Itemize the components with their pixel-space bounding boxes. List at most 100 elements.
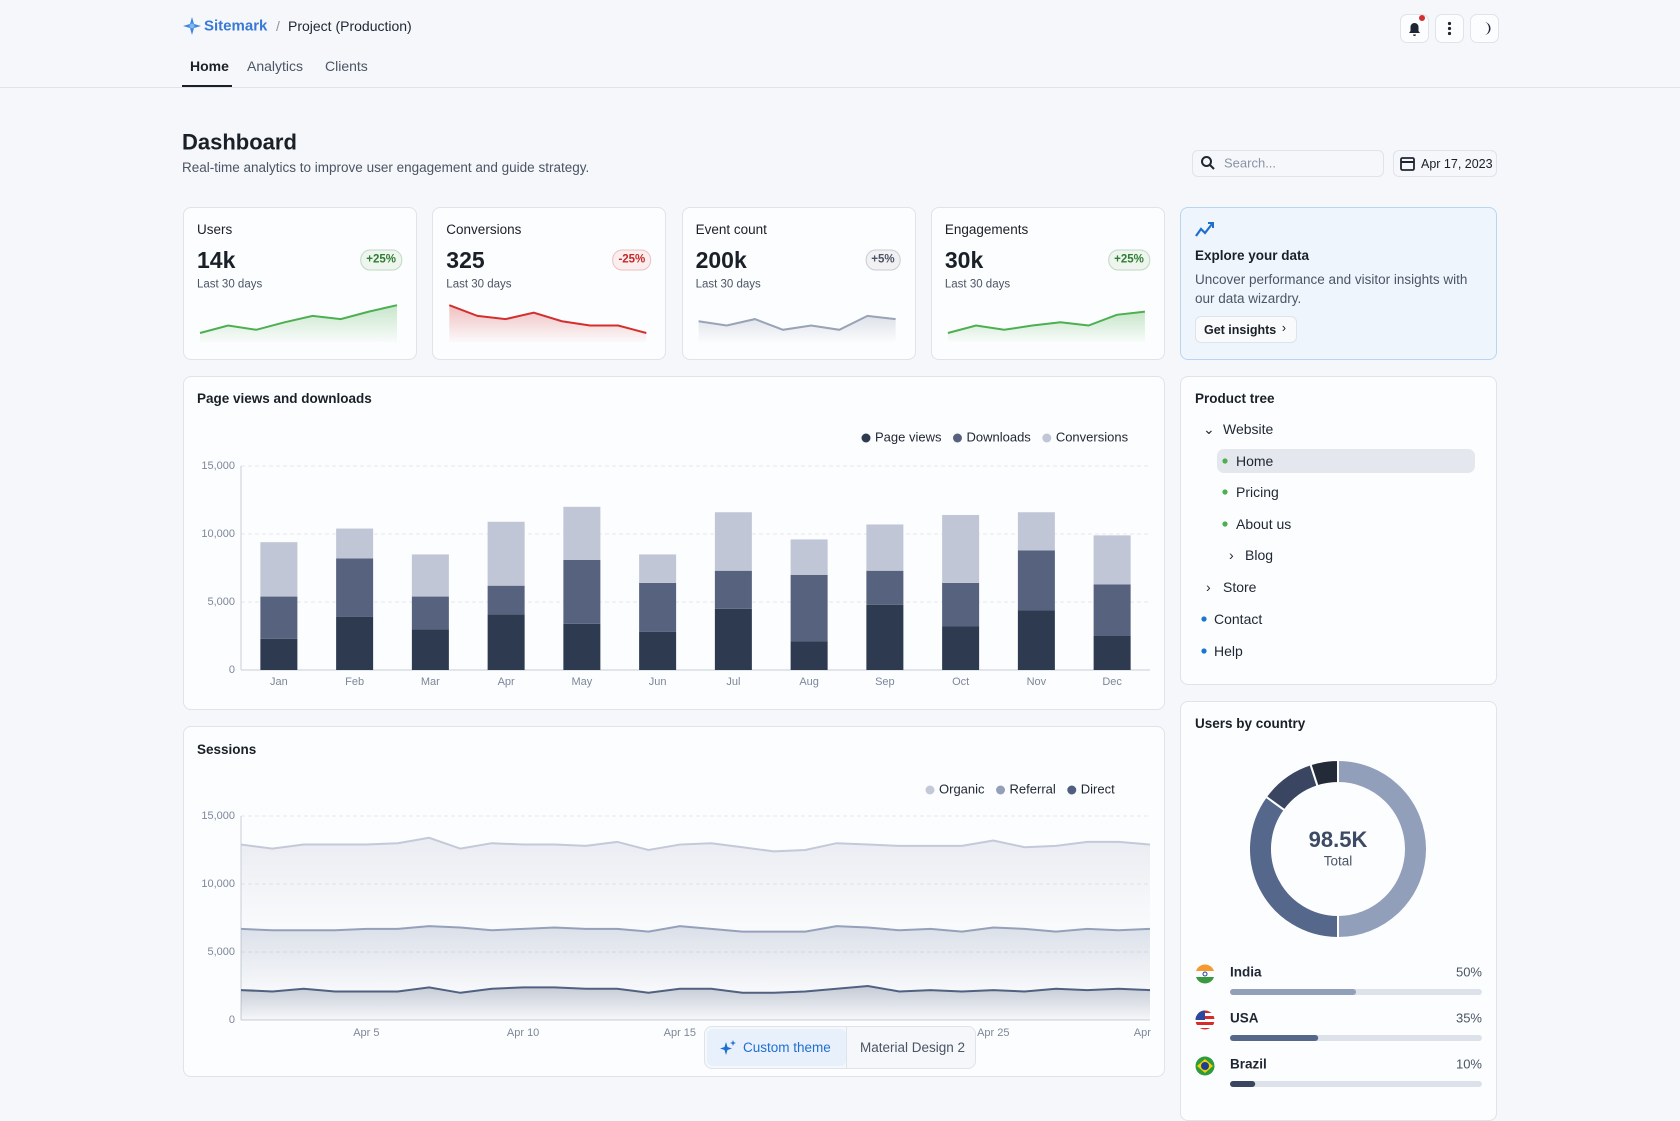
legend-swatch	[952, 433, 962, 443]
date-picker[interactable]	[1393, 150, 1497, 177]
legend-swatch	[861, 433, 871, 443]
legend-label: Downloads	[966, 429, 1031, 444]
sparkline-area	[449, 305, 647, 342]
bar	[639, 631, 677, 670]
page-subtitle: Real-time analytics to improve user enga…	[182, 160, 590, 176]
explore-text: Uncover performance and visitor insights…	[1195, 272, 1468, 306]
get-insights-button[interactable]: Get insights ›	[1195, 316, 1297, 343]
legend-label: Direct	[1081, 781, 1115, 796]
country-name: USA	[1230, 1011, 1259, 1026]
kpi-title: Event count	[695, 222, 767, 238]
bar	[1017, 550, 1055, 611]
y-tick-label: 15,000	[201, 460, 235, 472]
explore-title: Explore your data	[1195, 248, 1310, 264]
legend-swatch	[1042, 433, 1052, 443]
area	[241, 926, 1150, 993]
tree-item[interactable]: Home	[1236, 452, 1274, 469]
tab[interactable]: Analytics	[247, 57, 304, 74]
sparkline-area	[698, 315, 896, 342]
more-button[interactable]	[1435, 14, 1464, 43]
bar	[1093, 584, 1131, 636]
theme-option[interactable]: Material Design 2	[860, 1040, 966, 1056]
tree-item[interactable]: Store	[1223, 578, 1257, 595]
kpi-period: Last 30 days	[944, 278, 1011, 291]
bar	[639, 554, 677, 583]
theme-option[interactable]: Custom theme	[743, 1040, 831, 1056]
x-tick-label: May	[571, 676, 592, 688]
donut-center-value: 98.5K	[1309, 827, 1368, 852]
bar	[260, 542, 298, 597]
x-tick-label: Sep	[875, 676, 895, 688]
x-tick-label: Apr 15	[664, 1027, 696, 1039]
kpi-title: Users	[197, 222, 233, 238]
flags	[1195, 964, 1215, 1076]
bell-icon	[1409, 15, 1425, 36]
bar	[487, 585, 525, 615]
x-tick-label: Apr 30	[1134, 1027, 1166, 1039]
x-tick-label: Oct	[952, 676, 969, 688]
country-share: 50%	[1456, 964, 1482, 979]
theme-button[interactable]	[1470, 14, 1499, 43]
tree-item[interactable]: Contact	[1214, 610, 1263, 627]
bar	[487, 521, 525, 586]
x-tick-label: Jun	[649, 676, 667, 688]
kpi-trend: +25%	[1108, 249, 1150, 271]
bar	[260, 638, 298, 670]
divider	[846, 1027, 847, 1068]
tab[interactable]: Clients	[325, 57, 368, 74]
chart-title: Users by country	[1195, 716, 1306, 732]
tab-indicator	[182, 85, 232, 87]
bar	[411, 629, 449, 670]
moon-icon	[1484, 22, 1491, 35]
tree-item[interactable]: About us	[1236, 515, 1292, 532]
chevron-right: ›	[1229, 546, 1234, 563]
insights-icon	[1195, 222, 1214, 237]
tree-item[interactable]: Help	[1214, 642, 1243, 659]
kpi-title: Conversions	[446, 222, 522, 238]
bar	[260, 596, 298, 639]
legend-swatch	[996, 785, 1006, 795]
y-tick-label: 10,000	[201, 878, 235, 890]
page: Sitemark / Project (Production) Home Ana…	[0, 14, 1680, 1121]
tree-item[interactable]: Website	[1223, 420, 1274, 437]
x-tick-label: Apr 25	[977, 1027, 1009, 1039]
x-tick-label: Apr	[498, 676, 515, 688]
sparkline	[448, 304, 647, 334]
tree-item[interactable]: Blog	[1245, 546, 1274, 563]
chevron-right: ›	[1206, 578, 1211, 595]
progress-track	[1230, 1081, 1482, 1087]
legend-swatch	[925, 785, 935, 795]
area	[241, 837, 1150, 932]
breadcrumb-project[interactable]: Project (Production)	[288, 17, 412, 34]
bar	[563, 623, 601, 670]
line	[240, 836, 1151, 853]
donut-segment	[1264, 763, 1319, 812]
calendar-icon	[1400, 157, 1415, 171]
bar	[639, 582, 677, 632]
chart-title: Page views and downloads	[197, 391, 372, 407]
bar	[1093, 535, 1131, 585]
bar	[487, 614, 525, 670]
brand[interactable]: Sitemark	[204, 17, 268, 35]
kpi-trend: +5%	[865, 249, 901, 271]
chart-title: Sessions	[197, 742, 257, 758]
x-tick-label: Apr 10	[507, 1027, 539, 1039]
tab[interactable]: Home	[190, 57, 229, 74]
progress-bar	[1230, 1035, 1319, 1041]
more-icon	[1447, 21, 1452, 36]
bar	[411, 596, 449, 630]
notifications-button[interactable]	[1400, 14, 1429, 43]
kpi-period: Last 30 days	[695, 278, 761, 291]
x-tick-label: Feb	[345, 676, 364, 688]
y-tick-label: 10,000	[201, 528, 235, 540]
tree-item[interactable]: Pricing	[1236, 483, 1279, 500]
search-box[interactable]	[1192, 150, 1384, 177]
bar	[1017, 610, 1055, 670]
country-share: 35%	[1456, 1010, 1482, 1025]
legend-label: Page views	[875, 429, 942, 444]
legend-swatch	[1067, 785, 1077, 795]
bar	[942, 582, 980, 627]
x-tick-label: Mar	[421, 676, 440, 688]
theme-switch: Custom theme Material Design 2	[704, 1026, 976, 1069]
theme-option-active[interactable]	[707, 1029, 846, 1066]
